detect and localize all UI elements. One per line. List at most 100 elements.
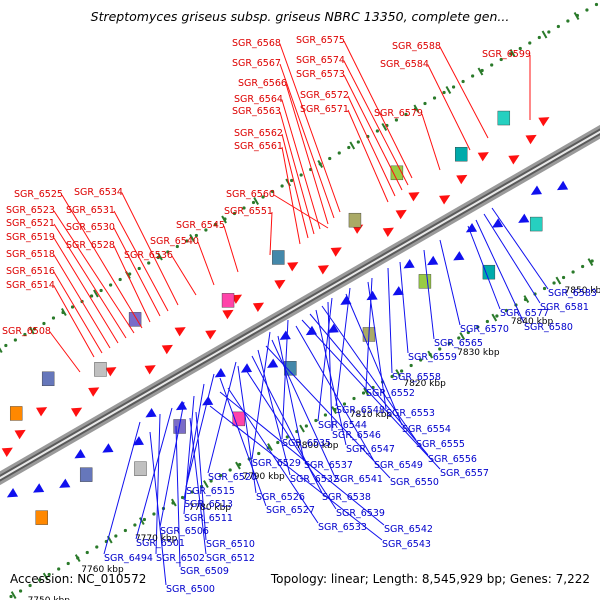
reverse-gene-label[interactable]: SGR_6535 (282, 438, 331, 449)
reverse-gene-label[interactable]: SGR_6533 (318, 522, 367, 533)
reverse-gene-arrow[interactable] (132, 436, 144, 446)
forward-gene-arrow[interactable] (477, 152, 489, 162)
reverse-gene-arrow[interactable] (33, 483, 45, 493)
feature-block[interactable] (529, 216, 543, 232)
feature-block[interactable] (454, 146, 468, 162)
reverse-gene-arrow[interactable] (392, 286, 404, 296)
forward-gene-label[interactable]: SGR_6561 (234, 141, 283, 152)
forward-gene-arrow[interactable] (144, 365, 156, 375)
forward-gene-label[interactable]: SGR_6519 (6, 232, 55, 243)
reverse-gene-label[interactable]: SGR_6500 (166, 584, 215, 595)
feature-block[interactable] (35, 510, 48, 525)
feature-block[interactable] (221, 293, 235, 308)
reverse-gene-label[interactable]: SGR_6577 (500, 308, 549, 319)
forward-gene-label[interactable]: SGR_6530 (66, 222, 115, 233)
forward-gene-arrow[interactable] (456, 174, 468, 185)
reverse-gene-label[interactable]: SGR_6513 (184, 499, 233, 510)
forward-gene-arrow[interactable] (508, 155, 520, 165)
reverse-gene-label[interactable]: SGR_6509 (180, 566, 229, 577)
reverse-gene-label[interactable]: SGR_6494 (104, 553, 153, 564)
forward-gene-arrow[interactable] (382, 227, 394, 238)
reverse-gene-label[interactable]: SGR_6550 (390, 477, 439, 488)
reverse-gene-arrow[interactable] (102, 443, 114, 453)
forward-gene-arrow[interactable] (252, 302, 265, 313)
reverse-gene-label[interactable]: SGR_6537 (304, 460, 353, 471)
reverse-gene-label[interactable]: SGR_6546 (332, 430, 381, 441)
reverse-gene-label[interactable]: SGR_6549 (374, 460, 423, 471)
forward-gene-arrow[interactable] (287, 262, 299, 272)
reverse-gene-label[interactable]: SGR_6520 (208, 472, 257, 483)
forward-gene-arrow[interactable] (317, 265, 329, 275)
feature-block[interactable] (348, 212, 362, 228)
forward-gene-arrow[interactable] (538, 117, 550, 127)
reverse-gene-label[interactable]: SGR_6557 (440, 468, 489, 479)
forward-gene-label[interactable]: SGR_6514 (6, 280, 55, 291)
reverse-gene-label[interactable]: SGR_6532 (290, 474, 339, 485)
forward-gene-label[interactable]: SGR_6518 (6, 249, 55, 260)
reverse-gene-arrow[interactable] (427, 255, 439, 266)
reverse-gene-label[interactable]: SGR_6544 (318, 420, 367, 431)
reverse-gene-label[interactable]: SGR_6506 (160, 526, 209, 537)
feature-block[interactable] (9, 406, 23, 421)
reverse-gene-arrow[interactable] (530, 185, 542, 195)
forward-gene-arrow[interactable] (105, 367, 117, 377)
reverse-gene-label[interactable]: SGR_6539 (336, 508, 385, 519)
reverse-gene-label[interactable]: SGR_6529 (252, 458, 301, 469)
forward-gene-label[interactable]: SGR_6508 (2, 326, 51, 337)
forward-gene-label[interactable]: SGR_6534 (74, 187, 123, 198)
reverse-gene-label[interactable]: SGR_6511 (184, 513, 233, 524)
forward-gene-arrow[interactable] (88, 387, 100, 397)
reverse-gene-arrow[interactable] (214, 367, 226, 378)
forward-gene-label[interactable]: SGR_6579 (374, 108, 423, 119)
reverse-gene-label[interactable]: SGR_6552 (366, 388, 415, 399)
feature-block[interactable] (482, 264, 496, 280)
forward-gene-arrow[interactable] (1, 447, 13, 458)
reverse-gene-arrow[interactable] (327, 323, 339, 333)
reverse-gene-arrow[interactable] (279, 330, 291, 340)
feature-block[interactable] (497, 110, 511, 126)
reverse-gene-arrow[interactable] (145, 407, 157, 418)
forward-gene-label[interactable]: SGR_6523 (6, 205, 55, 216)
reverse-gene-label[interactable]: SGR_6515 (186, 486, 235, 497)
reverse-gene-label[interactable]: SGR_6559 (408, 352, 457, 363)
reverse-gene-label[interactable]: SGR_6580 (524, 322, 573, 333)
reverse-gene-arrow[interactable] (366, 290, 378, 301)
reverse-gene-label[interactable]: SGR_6570 (460, 324, 509, 335)
reverse-gene-arrow[interactable] (518, 213, 530, 223)
forward-gene-label[interactable]: SGR_6551 (224, 206, 273, 217)
forward-gene-arrow[interactable] (222, 309, 234, 320)
forward-gene-label[interactable]: SGR_6584 (380, 59, 429, 70)
reverse-gene-arrow[interactable] (175, 400, 188, 411)
reverse-gene-label[interactable]: SGR_6556 (428, 454, 477, 465)
forward-gene-label[interactable]: SGR_6536 (124, 250, 173, 261)
reverse-gene-label[interactable]: SGR_6558 (392, 372, 441, 383)
forward-gene-label[interactable]: SGR_6572 (300, 90, 349, 101)
feature-block[interactable] (272, 250, 285, 265)
reverse-gene-label[interactable]: SGR_6554 (402, 424, 451, 435)
reverse-gene-label[interactable]: SGR_6501 (136, 538, 185, 549)
forward-gene-label[interactable]: SGR_6564 (234, 94, 283, 105)
reverse-gene-arrow[interactable] (492, 218, 504, 228)
forward-gene-label[interactable]: SGR_6573 (296, 69, 345, 80)
forward-gene-label[interactable]: SGR_6531 (66, 205, 115, 216)
forward-gene-arrow[interactable] (395, 209, 407, 220)
reverse-gene-label[interactable]: SGR_6512 (206, 553, 255, 564)
forward-gene-label[interactable]: SGR_6545 (176, 220, 225, 231)
reverse-gene-label[interactable]: SGR_6526 (256, 492, 305, 503)
reverse-gene-label[interactable]: SGR_6565 (434, 338, 483, 349)
forward-gene-arrow[interactable] (205, 330, 217, 340)
forward-gene-label[interactable]: SGR_6575 (296, 35, 345, 46)
forward-gene-label[interactable]: SGR_6540 (150, 236, 199, 247)
forward-gene-arrow[interactable] (174, 327, 186, 337)
forward-gene-arrow[interactable] (525, 134, 537, 145)
reverse-gene-arrow[interactable] (240, 363, 253, 373)
reverse-gene-arrow[interactable] (465, 222, 478, 233)
forward-gene-label[interactable]: SGR_6525 (14, 189, 63, 200)
reverse-gene-label[interactable]: SGR_6510 (206, 539, 255, 550)
forward-gene-label[interactable]: SGR_6574 (296, 55, 345, 66)
forward-gene-arrow[interactable] (70, 407, 83, 418)
reverse-gene-arrow[interactable] (267, 358, 279, 368)
forward-gene-label[interactable]: SGR_6567 (232, 58, 281, 69)
reverse-gene-label[interactable]: SGR_6527 (266, 505, 315, 516)
feature-block[interactable] (94, 362, 107, 377)
